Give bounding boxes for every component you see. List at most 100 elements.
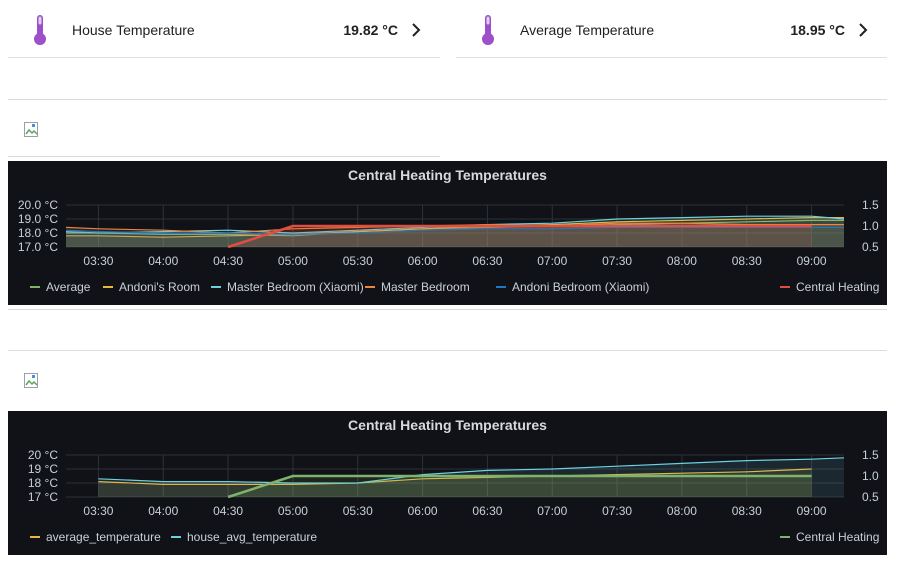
y-tick-left: 17 °C [28, 490, 58, 504]
x-tick: 03:30 [83, 504, 113, 518]
divider [8, 309, 887, 310]
legend-label: Andoni's Room [119, 280, 200, 294]
y-tick-right: 1.0 [862, 219, 879, 233]
x-tick: 07:30 [602, 504, 632, 518]
legend-label: house_avg_temperature [187, 530, 318, 544]
legend-label: Master Bedroom (Xiaomi) [227, 280, 364, 294]
legend-swatch [211, 286, 221, 288]
series-area-andoni-bedroom-xiaomi- [66, 227, 844, 247]
series-line-house-avg-temperature [98, 457, 845, 484]
entity-row-average-temperature[interactable]: Average Temperature 18.95 °C [456, 3, 887, 58]
chart-legend: Average Andoni's Room Master Bedroom (Xiao… [8, 280, 887, 296]
legend-swatch [496, 286, 506, 288]
x-tick: 05:00 [278, 254, 308, 268]
y-tick-right: 0.5 [862, 490, 879, 504]
y-tick-left: 18.0 °C [18, 226, 58, 240]
x-tick: 08:00 [667, 254, 697, 268]
x-tick: 06:30 [472, 254, 502, 268]
chart-plot[interactable]: 20 °C19 °C18 °C17 °C 1.5 1.0 0.5 03:30 04:00 0… [8, 411, 887, 555]
legend-item[interactable]: Andoni Bedroom (Xiaomi) [496, 280, 649, 294]
x-tick: 08:30 [732, 254, 762, 268]
legend-swatch [171, 536, 181, 538]
legend-label: average_temperature [46, 530, 161, 544]
series-area-central-heating [228, 226, 812, 247]
chevron-right-icon[interactable] [408, 22, 424, 38]
legend-swatch [30, 536, 40, 538]
x-tick: 04:00 [148, 504, 178, 518]
series-area-master-bedroom [66, 223, 844, 247]
x-tick: 03:30 [83, 254, 113, 268]
legend-item[interactable]: Average [30, 280, 90, 294]
series-line-average-temperature [98, 468, 812, 485]
series-area-central-heating [228, 476, 812, 497]
chart-plot[interactable]: 20.0 °C19.0 °C18.0 °C17.0 °C 1.5 1.0 0.5 03:… [8, 161, 887, 305]
x-tick: 08:00 [667, 504, 697, 518]
x-tick: 09:00 [797, 254, 827, 268]
y-tick-left: 20 °C [28, 448, 58, 462]
y-tick-right: 1.5 [862, 198, 879, 212]
y-tick-right: 1.5 [862, 448, 879, 462]
y-tick-left: 19.0 °C [18, 212, 58, 226]
x-tick: 04:00 [148, 254, 178, 268]
chart-title: Central Heating Temperatures [348, 167, 547, 183]
x-tick: 06:30 [472, 504, 502, 518]
legend-item[interactable]: Andoni's Room [103, 280, 200, 294]
entity-value: 19.82 °C [343, 22, 398, 38]
x-tick: 07:00 [537, 254, 567, 268]
x-tick: 05:30 [343, 504, 373, 518]
legend-item[interactable]: average_temperature [30, 530, 161, 544]
chart-panel-central-heating-1: Central Heating Temperatures 20.0 °C 19.0… [8, 161, 887, 305]
x-tick: 05:00 [278, 504, 308, 518]
y-tick-right: 1.0 [862, 469, 879, 483]
series-line-central-heating [227, 474, 812, 499]
legend-label: Andoni Bedroom (Xiaomi) [512, 280, 650, 294]
legend-swatch [780, 286, 790, 288]
entity-row-house-temperature[interactable]: House Temperature 19.82 °C [8, 3, 440, 58]
x-tick: 04:30 [213, 504, 243, 518]
series-line-andoni-s-room [66, 217, 844, 238]
entity-name: House Temperature [72, 22, 195, 38]
legend-swatch [30, 286, 40, 288]
chevron-right-icon[interactable] [855, 22, 871, 38]
x-tick: 04:30 [213, 254, 243, 268]
broken-image-icon [24, 122, 40, 138]
divider [8, 156, 440, 157]
thermometer-icon [28, 13, 52, 47]
divider [8, 99, 887, 100]
legend-item-right[interactable]: Central Heating [780, 280, 879, 294]
divider [8, 350, 887, 351]
y-tick-right: 0.5 [862, 240, 879, 254]
legend-label: Central Heating [796, 280, 880, 294]
chart-title: Central Heating Temperatures [348, 417, 547, 433]
series-area-house-avg-temperature [98, 457, 844, 497]
y-tick-left: 18 °C [28, 476, 58, 490]
series-line-central-heating [227, 224, 812, 249]
legend-label: Central Heating [796, 530, 880, 544]
x-tick: 06:00 [408, 504, 438, 518]
x-tick: 09:00 [797, 504, 827, 518]
x-tick: 06:00 [408, 254, 438, 268]
legend-item-right[interactable]: Central Heating [780, 530, 879, 544]
legend-label: Master Bedroom [381, 280, 470, 294]
x-tick: 08:30 [732, 504, 762, 518]
series-line-average [66, 219, 844, 237]
x-tick: 07:00 [537, 504, 567, 518]
series-line-andoni-bedroom-xiaomi- [65, 226, 844, 236]
entity-name: Average Temperature [520, 22, 655, 38]
x-tick: 05:30 [343, 254, 373, 268]
chart-legend: average_temperature house_avg_temperature… [8, 530, 887, 546]
y-tick-left: 17.0 °C [18, 240, 58, 254]
entity-value: 18.95 °C [790, 22, 845, 38]
legend-item[interactable]: house_avg_temperature [171, 530, 317, 544]
legend-swatch [103, 286, 113, 288]
thermometer-icon [476, 13, 500, 47]
legend-swatch [780, 536, 790, 538]
legend-item[interactable]: Master Bedroom (Xiaomi) [211, 280, 364, 294]
y-tick-left: 19 °C [28, 462, 58, 476]
legend-item[interactable]: Master Bedroom [365, 280, 470, 294]
broken-image-icon [24, 373, 40, 389]
chart-panel-central-heating-2: Central Heating Temperatures 20 °C 19 °C 1… [8, 411, 887, 555]
y-tick-left: 20.0 °C [18, 198, 58, 212]
x-tick: 07:30 [602, 254, 632, 268]
legend-label: Average [46, 280, 91, 294]
